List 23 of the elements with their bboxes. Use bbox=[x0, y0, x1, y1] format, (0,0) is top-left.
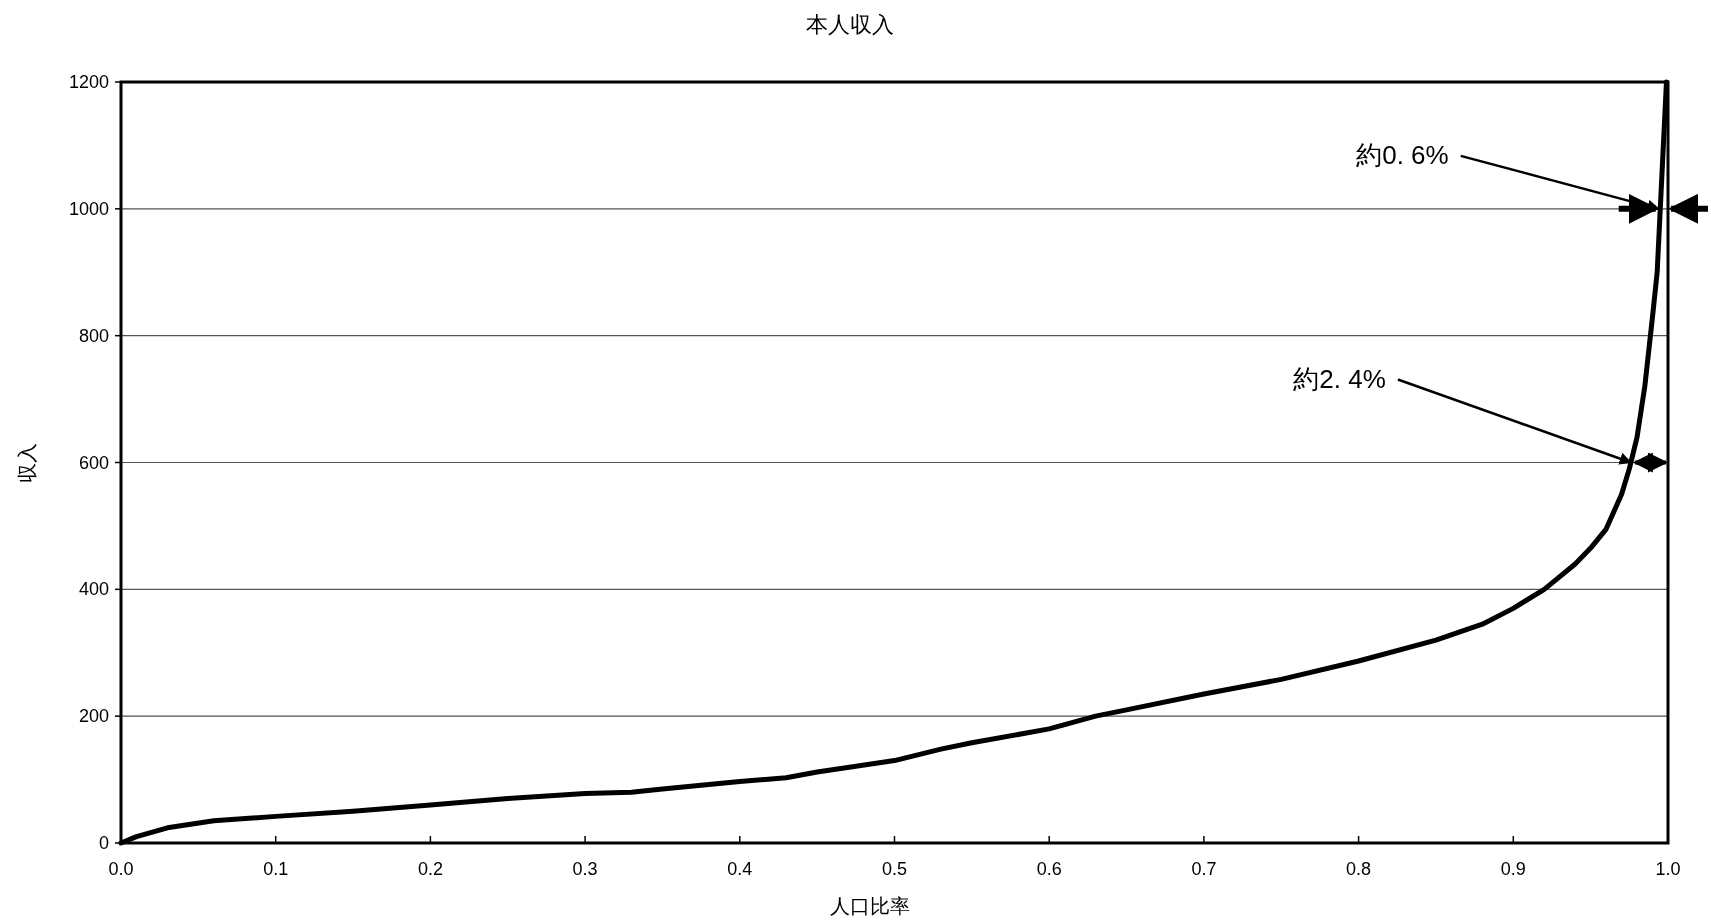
x-tick-label: 0.6 bbox=[1036, 859, 1062, 879]
x-tick-label: 0.3 bbox=[572, 859, 598, 879]
y-tick-label: 800 bbox=[78, 325, 109, 346]
x-tick-label: 0.5 bbox=[881, 859, 908, 879]
y-tick-label: 1000 bbox=[68, 198, 109, 219]
x-tick-label: 0.1 bbox=[263, 859, 289, 879]
y-tick-label: 600 bbox=[78, 452, 109, 473]
x-tick-label: 0.0 bbox=[108, 859, 134, 879]
y-tick-label: 400 bbox=[78, 579, 109, 600]
annotation: 約0. 6% bbox=[1356, 139, 1449, 170]
x-tick-label: 0.9 bbox=[1500, 859, 1526, 879]
x-tick-label: 0.8 bbox=[1346, 859, 1372, 879]
y-tick-label: 200 bbox=[78, 706, 109, 727]
y-axis-title: 収入 bbox=[16, 442, 38, 483]
x-tick-label: 0.2 bbox=[417, 859, 443, 879]
x-axis-title: 人口比率 bbox=[829, 895, 910, 917]
y-tick-label: 1200 bbox=[68, 72, 109, 92]
annotation: 約2. 4% bbox=[1293, 363, 1386, 394]
x-tick-label: 0.7 bbox=[1191, 859, 1217, 879]
x-tick-label: 0.4 bbox=[727, 859, 753, 879]
y-tick-label: 0 bbox=[98, 833, 109, 853]
x-tick-label: 1.0 bbox=[1655, 859, 1681, 879]
chart-title: 本人収入 bbox=[805, 12, 894, 37]
